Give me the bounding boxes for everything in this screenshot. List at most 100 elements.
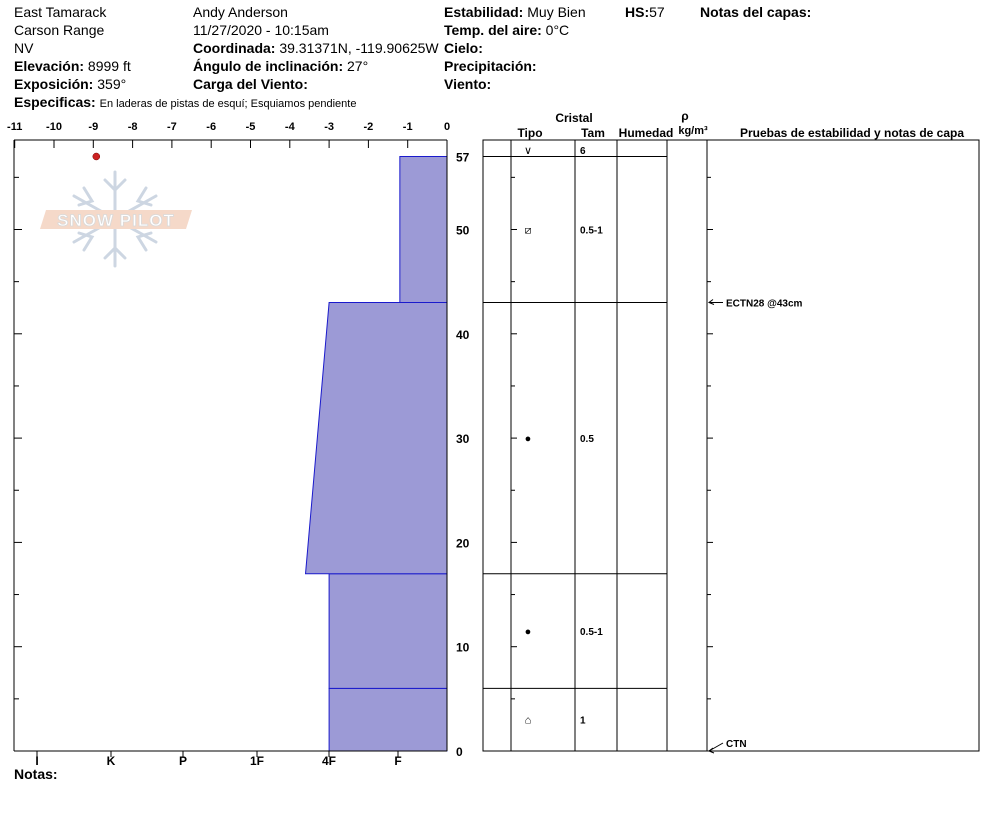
- crystal-type-icon: ●: [525, 626, 532, 638]
- crystal-size: 6: [580, 146, 586, 157]
- temp-tick-label: -7: [167, 121, 177, 133]
- hardness-axis: I K P 1F 4F F: [35, 751, 402, 768]
- test-arrowhead: [707, 747, 715, 754]
- air-temp-label: Temp. del aire:: [444, 22, 542, 38]
- snowpilot-logo: SNOW PILOT: [40, 170, 192, 268]
- temp-tick-label: -6: [206, 121, 216, 133]
- height-tick-label: 10: [456, 641, 470, 655]
- height-tick-label: 50: [456, 224, 470, 238]
- hardness-tick-label: F: [394, 754, 401, 768]
- sky-label: Cielo:: [444, 40, 483, 56]
- precip-row: Precipitación:: [444, 57, 537, 75]
- state: NV: [14, 40, 34, 56]
- wind-row: Viento:: [444, 75, 491, 93]
- hardness-tick-label: K: [107, 754, 116, 768]
- stability-row: Estabilidad: Muy Bien: [444, 3, 586, 21]
- rho-header: ρ: [681, 109, 688, 123]
- layer-notes-label: Notas del capas:: [700, 4, 812, 20]
- temp-tick-label: -8: [128, 121, 138, 133]
- observation-datetime: 11/27/2020 - 10:15am: [193, 22, 329, 38]
- wind-load-label: Carga del Viento:: [193, 76, 308, 92]
- stability-value: Muy Bien: [527, 4, 586, 20]
- height-tick-label: 40: [456, 328, 470, 342]
- specifics-label: Especificas:: [14, 94, 96, 110]
- wind-label: Viento:: [444, 76, 492, 92]
- hardness-tick-label: 1F: [250, 754, 264, 768]
- precip-label: Precipitación:: [444, 58, 537, 74]
- mountain-range: Carson Range: [14, 22, 105, 38]
- aspect-value: 359°: [97, 76, 127, 92]
- height-tick-label: 20: [456, 536, 470, 550]
- temp-tick-label: -2: [364, 121, 374, 133]
- coordinate-value: 39.31371N, -119.90625W: [279, 40, 439, 56]
- slope-value: 27°: [347, 58, 369, 74]
- height-tick-label: 0: [456, 745, 463, 759]
- tests-header: Pruebas de estabilidad y notas de capa: [740, 126, 964, 140]
- temperature-profile: [92, 152, 101, 161]
- density-header: kg/m³: [678, 125, 708, 137]
- hardness-tick-label: 4F: [322, 754, 336, 768]
- crystal-type-icon: ⧄: [525, 225, 532, 237]
- height-axis: 0 10 20 30 40 50 57: [14, 150, 470, 759]
- crystal-type-icon: ⌂: [525, 715, 532, 727]
- temp-tick-label: 0: [444, 121, 450, 133]
- size-header: Tam: [581, 126, 605, 140]
- hardness-layer: [328, 687, 448, 752]
- specifics-row: Especificas: En laderas de pistas de esq…: [14, 93, 356, 113]
- height-tick-label: 57: [456, 150, 470, 164]
- slope-row: Ángulo de inclinación: 27°: [193, 57, 368, 75]
- sky-row: Cielo:: [444, 39, 483, 57]
- temp-tick-label: -3: [324, 121, 334, 133]
- temp-tick-label: -10: [46, 121, 62, 133]
- hardness-layer: [328, 573, 448, 689]
- coordinate-row: Coordinada: 39.31371N, -119.90625W: [193, 39, 439, 57]
- crystal-header: Cristal: [555, 111, 592, 125]
- hs-row: HS:57: [625, 3, 665, 21]
- temperature-axis: -11 -10 -9 -8 -7 -6 -5 -4 -3 -2 -1 0: [7, 121, 450, 148]
- aspect-label: Exposición:: [14, 76, 94, 92]
- specifics-value: En laderas de pistas de esquí; Esquiamos…: [99, 98, 357, 110]
- notes-label: Notas:: [14, 766, 58, 782]
- test-arrowhead: [707, 299, 715, 305]
- table-rows: ∨ 6 ⧄ 0.5-1 ● 0.5 ● 0.5-1 ⌂ 1: [483, 145, 667, 727]
- table-ticks: ECTN28 @43cm CTN: [511, 176, 803, 754]
- temp-tick-label: -9: [88, 121, 98, 133]
- logo-text: SNOW PILOT: [57, 211, 175, 230]
- coordinate-label: Coordinada:: [193, 40, 276, 56]
- crystal-size: 0.5-1: [580, 627, 603, 638]
- crystal-size: 0.5-1: [580, 226, 603, 237]
- crystal-size: 1: [580, 716, 586, 727]
- temp-tick-label: -11: [7, 121, 22, 133]
- layer-table: Cristal Tipo Tam Humedad ρ kg/m³ Pruebas…: [482, 109, 980, 754]
- stability-label: Estabilidad:: [444, 4, 524, 20]
- elevation-row: Elevación: 8999 ft: [14, 57, 131, 75]
- hardness-tick-label: P: [179, 754, 187, 768]
- wind-load-row: Carga del Viento:: [193, 75, 308, 93]
- stability-test-label: ECTN28 @43cm: [726, 299, 803, 310]
- temperature-point: [92, 152, 101, 161]
- stability-test-label: CTN: [726, 739, 747, 750]
- type-header: Tipo: [517, 126, 542, 140]
- temp-tick-label: -4: [285, 121, 296, 133]
- crystal-size: 0.5: [580, 434, 594, 445]
- hardness-layer: [399, 155, 448, 304]
- hs-label: HS:: [625, 4, 650, 20]
- hardness-tick-label: I: [35, 754, 38, 768]
- elevation-label: Elevación:: [14, 58, 85, 74]
- location-name: East Tamarack: [14, 4, 107, 20]
- crystal-type-icon: ●: [525, 433, 532, 445]
- hs-value: 57: [649, 4, 665, 20]
- height-tick-label: 30: [456, 432, 470, 446]
- air-temp-row: Temp. del aire: 0°C: [444, 21, 569, 39]
- elevation-value: 8999 ft: [87, 58, 131, 74]
- air-temp-value: 0°C: [545, 22, 570, 38]
- temp-tick-label: -1: [403, 121, 413, 133]
- crystal-type-icon: ∨: [524, 145, 532, 157]
- hardness-layer: [304, 302, 448, 575]
- slope-label: Ángulo de inclinación:: [193, 58, 344, 74]
- temp-tick-label: -5: [246, 121, 256, 133]
- hardness-profile: [304, 155, 448, 752]
- observer-name: Andy Anderson: [193, 4, 288, 20]
- moisture-header: Humedad: [619, 126, 674, 140]
